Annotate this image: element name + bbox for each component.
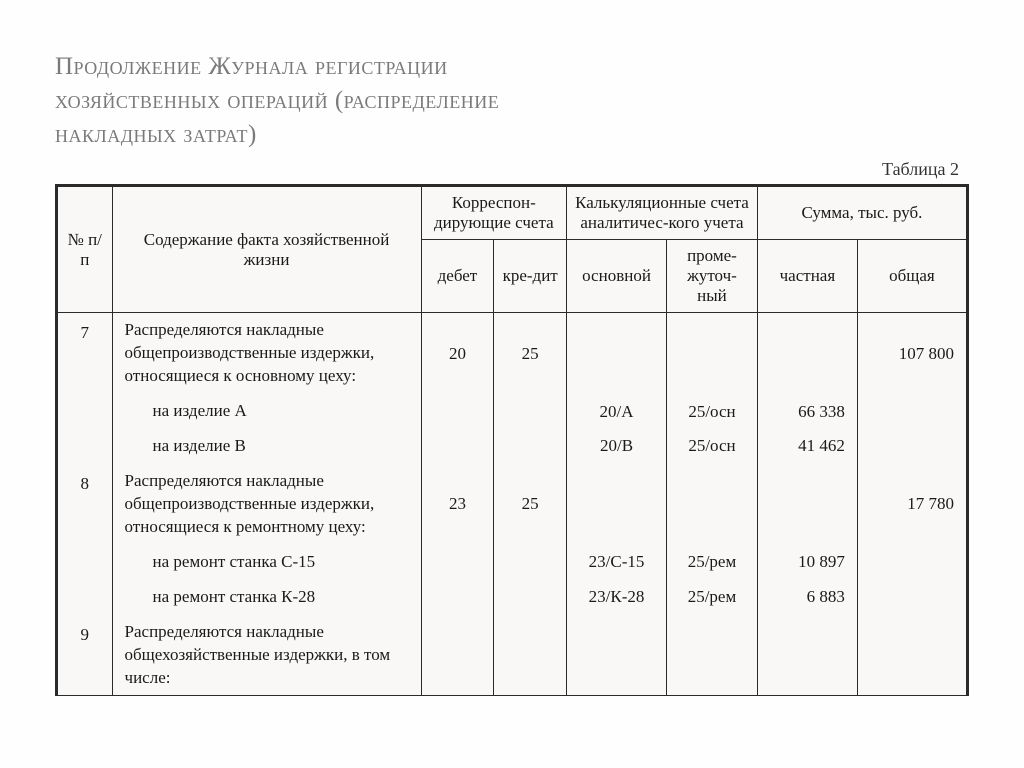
cell-chas (757, 464, 857, 545)
cell-desc: Распределяются накладные общепроизводств… (112, 313, 421, 394)
cell-deb (421, 615, 494, 696)
table-row: 7 Распределяются накладные общепроизводс… (58, 313, 967, 394)
header-row-1: № п/п Содержание факта хозяйственной жиз… (58, 187, 967, 240)
cell-np (58, 580, 113, 615)
title-line-2: хозяйственных операций (распределение (55, 87, 499, 114)
cell-desc: на изделие А (112, 394, 421, 429)
cell-obs (857, 429, 966, 464)
cell-chas (757, 313, 857, 394)
cell-desc: Распределяются накладные общепроизводств… (112, 464, 421, 545)
table-row: на ремонт станка С-15 23/С-15 25/рем 10 … (58, 545, 967, 580)
header-kredit: кре-дит (494, 240, 567, 313)
cell-obs: 17 780 (857, 464, 966, 545)
cell-np: 7 (58, 313, 113, 394)
header-promez: проме-жуточ-ный (667, 240, 758, 313)
cell-np (58, 429, 113, 464)
cell-obs (857, 580, 966, 615)
cell-deb: 20 (421, 313, 494, 394)
cell-prom: 25/рем (667, 580, 758, 615)
cell-obs: 107 800 (857, 313, 966, 394)
cell-kre (494, 615, 567, 696)
title-line-3: накладных затрат) (55, 121, 257, 148)
table-row: 8 Распределяются накладные общепроизводс… (58, 464, 967, 545)
cell-prom: 25/рем (667, 545, 758, 580)
header-chast: частная (757, 240, 857, 313)
cell-prom (667, 615, 758, 696)
cell-osn: 20/А (567, 394, 667, 429)
cell-prom: 25/осн (667, 429, 758, 464)
cell-chas: 66 338 (757, 394, 857, 429)
cell-obs (857, 615, 966, 696)
table-caption: Таблица 2 (55, 159, 969, 180)
cell-kre (494, 545, 567, 580)
cell-deb: 23 (421, 464, 494, 545)
cell-osn: 20/В (567, 429, 667, 464)
header-korr: Корреспон-дирующие счета (421, 187, 566, 240)
cell-prom (667, 464, 758, 545)
header-summa: Сумма, тыс. руб. (757, 187, 966, 240)
cell-chas: 6 883 (757, 580, 857, 615)
header-osnov: основной (567, 240, 667, 313)
slide-title: Продолжение Журнала регистрации хозяйств… (55, 50, 969, 151)
header-content: Содержание факта хозяйственной жизни (112, 187, 421, 313)
cell-obs (857, 394, 966, 429)
cell-osn (567, 313, 667, 394)
cell-np (58, 394, 113, 429)
cell-deb (421, 394, 494, 429)
cell-desc: Распределяются накладные общехозяйственн… (112, 615, 421, 696)
header-obsh: общая (857, 240, 966, 313)
cell-deb (421, 580, 494, 615)
cell-deb (421, 429, 494, 464)
cell-deb (421, 545, 494, 580)
cell-desc: на ремонт станка К-28 (112, 580, 421, 615)
cell-chas (757, 615, 857, 696)
cell-osn (567, 464, 667, 545)
cell-desc: на изделие В (112, 429, 421, 464)
cell-kre (494, 429, 567, 464)
journal-table: № п/п Содержание факта хозяйственной жиз… (57, 186, 967, 696)
table-row: 9 Распределяются накладные общехозяйстве… (58, 615, 967, 696)
title-line-1: Продолжение Журнала регистрации (55, 53, 448, 80)
cell-obs (857, 545, 966, 580)
cell-osn (567, 615, 667, 696)
cell-kre: 25 (494, 313, 567, 394)
header-kalk: Калькуляционные счета аналитичес-кого уч… (567, 187, 758, 240)
cell-desc: на ремонт станка С-15 (112, 545, 421, 580)
table-row: на ремонт станка К-28 23/К-28 25/рем 6 8… (58, 580, 967, 615)
cell-np: 8 (58, 464, 113, 545)
cell-kre (494, 394, 567, 429)
cell-prom (667, 313, 758, 394)
header-debet: дебет (421, 240, 494, 313)
table-row: на изделие А 20/А 25/осн 66 338 (58, 394, 967, 429)
cell-chas: 10 897 (757, 545, 857, 580)
cell-kre (494, 580, 567, 615)
cell-prom: 25/осн (667, 394, 758, 429)
cell-chas: 41 462 (757, 429, 857, 464)
cell-osn: 23/С-15 (567, 545, 667, 580)
journal-table-container: № п/п Содержание факта хозяйственной жиз… (55, 184, 969, 696)
header-np: № п/п (58, 187, 113, 313)
table-row: на изделие В 20/В 25/осн 41 462 (58, 429, 967, 464)
cell-osn: 23/К-28 (567, 580, 667, 615)
cell-np (58, 545, 113, 580)
cell-np: 9 (58, 615, 113, 696)
cell-kre: 25 (494, 464, 567, 545)
